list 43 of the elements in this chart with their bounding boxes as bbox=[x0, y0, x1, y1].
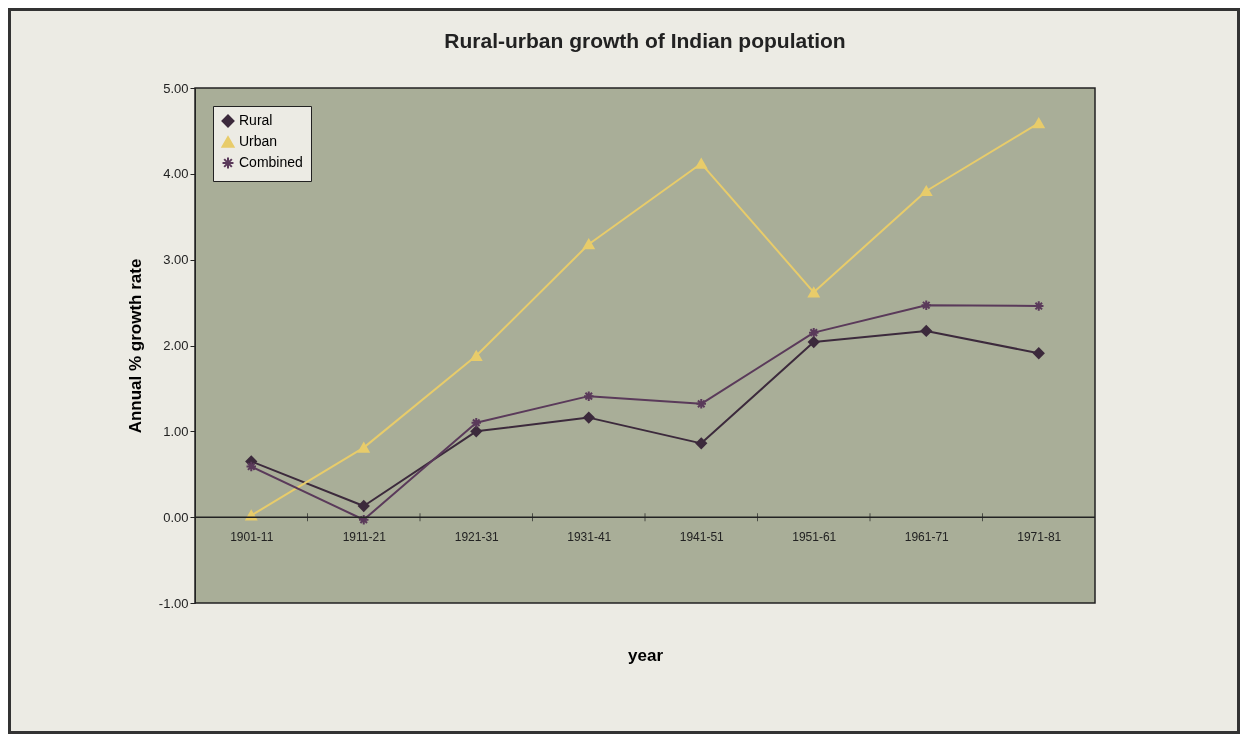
point bbox=[470, 417, 482, 429]
x-tick-label: 1921-31 bbox=[454, 529, 500, 544]
y-tick-label: 4.00 bbox=[163, 166, 189, 182]
point bbox=[583, 239, 595, 250]
point bbox=[583, 411, 595, 424]
y-tick-label: 2.00 bbox=[163, 338, 189, 353]
point bbox=[1033, 300, 1045, 312]
point bbox=[1033, 347, 1045, 359]
point bbox=[695, 158, 707, 169]
point bbox=[470, 350, 482, 361]
point bbox=[1033, 118, 1045, 129]
x-tick-label: 1931-41 bbox=[567, 529, 612, 544]
x-tick-label: 1961-71 bbox=[904, 529, 950, 544]
y-tick-label: 5.00 bbox=[163, 80, 189, 96]
point bbox=[695, 398, 707, 410]
point bbox=[920, 185, 932, 197]
legend-label: Rural bbox=[239, 112, 273, 128]
x-tick-label: 1951-61 bbox=[792, 529, 837, 544]
y-tick-label: -1.00 bbox=[158, 595, 189, 611]
y-tick-label: 3.00 bbox=[163, 252, 189, 268]
point bbox=[470, 425, 482, 438]
y-tick-label: 0.00 bbox=[163, 509, 189, 525]
x-tick-label: 1911-21 bbox=[342, 529, 387, 544]
y-axis-title: Annual % growth rate bbox=[125, 258, 145, 434]
point bbox=[695, 437, 707, 450]
point bbox=[920, 299, 932, 311]
x-tick-label: 1971-81 bbox=[1017, 529, 1062, 544]
point bbox=[358, 500, 370, 512]
point bbox=[920, 325, 932, 337]
x-tick-label: 1941-51 bbox=[679, 529, 725, 544]
x-tick-label: 1901-11 bbox=[230, 529, 274, 544]
legend-label: Urban bbox=[239, 133, 278, 149]
point bbox=[808, 287, 820, 298]
point bbox=[583, 390, 595, 402]
x-axis-title: year bbox=[628, 646, 664, 666]
y-tick-label: 1.00 bbox=[163, 423, 189, 439]
point bbox=[358, 514, 370, 526]
legend-label: Combined bbox=[239, 154, 303, 170]
point bbox=[358, 442, 370, 453]
point bbox=[245, 510, 257, 521]
chart-title: Rural-urban growth of Indian population bbox=[444, 29, 846, 52]
point bbox=[245, 460, 257, 473]
point bbox=[808, 336, 820, 348]
